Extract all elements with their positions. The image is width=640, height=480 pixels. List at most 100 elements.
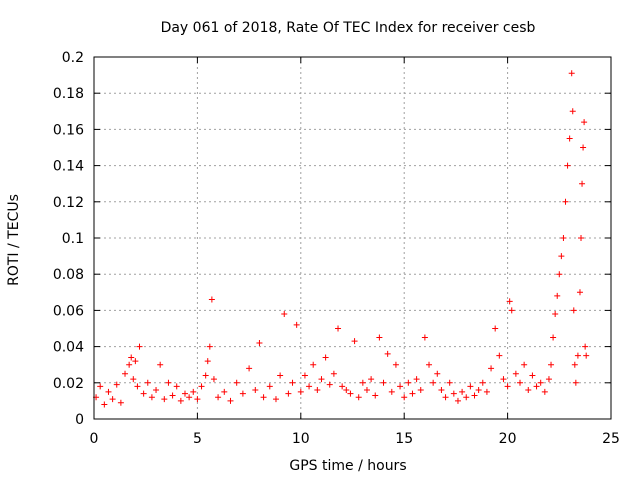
x-tick-label: 5 (193, 431, 202, 447)
data-point (105, 388, 112, 395)
data-point (113, 381, 120, 388)
data-point (372, 392, 379, 399)
data-point (579, 180, 586, 187)
data-point (194, 396, 201, 403)
data-point (221, 388, 228, 395)
data-point (161, 396, 168, 403)
data-point (541, 388, 548, 395)
data-point (177, 397, 184, 404)
data-point (525, 387, 532, 394)
data-point (552, 311, 559, 318)
data-point (417, 387, 424, 394)
data-point (384, 350, 391, 357)
data-point (136, 343, 143, 350)
data-point (97, 383, 104, 390)
data-point (202, 372, 209, 379)
data-point (566, 135, 573, 142)
data-point (301, 372, 308, 379)
axis-ticks: 0 5 10 15 20 25 0 0.02 0.04 0.06 0.08 0.1 0.12 0.14 0.… (53, 50, 620, 447)
data-point (554, 292, 561, 299)
y-tick-label: 0.08 (53, 267, 84, 283)
data-point (564, 162, 571, 169)
data-point (521, 361, 528, 368)
y-tick-label: 0.12 (53, 195, 84, 211)
data-point (363, 387, 370, 394)
data-point (570, 307, 577, 314)
data-point (500, 376, 507, 383)
y-tick-label: 0.1 (62, 231, 84, 247)
data-point (537, 379, 544, 386)
data-point (173, 383, 180, 390)
data-point (483, 388, 490, 395)
x-tick-label: 20 (499, 431, 517, 447)
data-point (157, 361, 164, 368)
data-point (109, 396, 116, 403)
data-point (426, 361, 433, 368)
data-point (144, 379, 151, 386)
data-point (508, 307, 515, 314)
data-point (488, 365, 495, 372)
y-tick-label: 0.16 (53, 122, 84, 138)
y-tick-label: 0.18 (53, 86, 84, 102)
data-point (206, 343, 213, 350)
data-point (413, 376, 420, 383)
data-point (512, 370, 519, 377)
data-point (277, 372, 284, 379)
data-point (208, 296, 215, 303)
data-point (533, 383, 540, 390)
data-point (285, 390, 292, 397)
data-point (479, 379, 486, 386)
data-point (215, 394, 222, 401)
data-point (430, 379, 437, 386)
data-point (517, 379, 524, 386)
data-point (397, 383, 404, 390)
data-point (293, 321, 300, 328)
data-point (475, 387, 482, 394)
data-point (148, 394, 155, 401)
data-point (450, 390, 457, 397)
data-points (93, 70, 590, 408)
data-point (471, 392, 478, 399)
data-point (117, 399, 124, 406)
data-point (289, 379, 296, 386)
data-point (583, 352, 590, 359)
data-point (272, 396, 279, 403)
data-point (550, 334, 557, 341)
data-point (438, 387, 445, 394)
data-point (405, 379, 412, 386)
data-point (266, 383, 273, 390)
data-point (578, 235, 585, 241)
data-point (335, 325, 342, 332)
data-point (359, 379, 366, 386)
data-point (318, 376, 325, 383)
data-point (556, 271, 563, 278)
data-point (355, 394, 362, 401)
data-point (122, 370, 129, 377)
data-point (198, 383, 205, 390)
x-tick-label: 25 (602, 431, 620, 447)
data-point (568, 70, 575, 77)
data-point (322, 354, 329, 361)
data-point (246, 365, 253, 372)
data-point (454, 397, 461, 404)
data-point (548, 361, 555, 368)
y-tick-label: 0.02 (53, 376, 84, 392)
data-point (181, 390, 188, 397)
x-axis-label: GPS time / hours (289, 458, 406, 474)
data-point (204, 358, 211, 365)
y-tick-label: 0.2 (62, 50, 84, 66)
data-point (186, 394, 193, 401)
data-point (169, 392, 176, 399)
data-point (569, 108, 576, 115)
data-point (571, 361, 578, 368)
data-point (210, 376, 217, 383)
data-point (252, 387, 259, 394)
data-point (376, 334, 383, 341)
data-point (339, 383, 346, 390)
y-tick-label: 0 (75, 412, 84, 428)
x-tick-label: 10 (292, 431, 310, 447)
data-point (506, 298, 513, 305)
data-point (256, 339, 263, 346)
data-point (101, 401, 108, 408)
data-point (306, 383, 313, 390)
